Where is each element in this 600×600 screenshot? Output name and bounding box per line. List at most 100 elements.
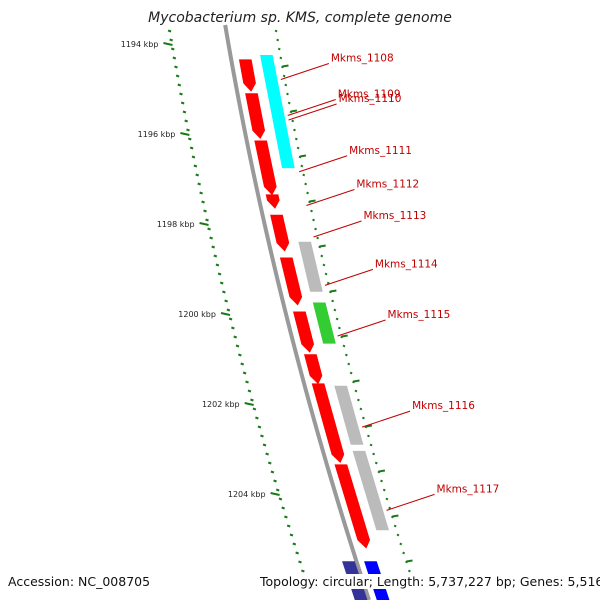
gene-label: Mkms_1108 [331, 53, 394, 65]
minor-tick [231, 326, 235, 330]
minor-tick [388, 506, 392, 510]
minor-tick [262, 443, 267, 447]
minor-tick [172, 56, 177, 60]
minor-tick [282, 74, 286, 78]
minor-tick [385, 497, 389, 501]
minor-tick [407, 569, 411, 573]
right-tick [378, 469, 386, 473]
gene-feature-red[interactable] [304, 354, 323, 385]
minor-tick [286, 92, 289, 96]
minor-tick [197, 182, 201, 186]
minor-tick [349, 371, 353, 375]
minor-tick [347, 362, 351, 366]
gene-feature-red[interactable] [265, 194, 280, 209]
minor-tick [322, 263, 326, 267]
minor-tick [293, 128, 296, 132]
minor-tick [169, 38, 173, 42]
minor-tick [222, 290, 226, 294]
gene-feature-gray[interactable] [334, 385, 364, 445]
minor-tick [374, 461, 378, 465]
right-tick [330, 289, 337, 293]
minor-tick [260, 434, 264, 438]
gene-feature-red[interactable] [245, 93, 266, 140]
label-leader [298, 155, 348, 173]
genome-title: Mycobacterium sp. KMS, complete genome [148, 10, 452, 26]
scale-label: 1194 kbp [121, 40, 159, 49]
gene-feature-gray[interactable] [298, 241, 323, 292]
minor-tick [295, 551, 299, 555]
right-tick [299, 154, 307, 158]
minor-tick [273, 479, 277, 483]
gene-label: Mkms_1117 [437, 483, 500, 495]
scale-label: 1204 kbp [228, 490, 266, 499]
minor-tick [333, 308, 337, 312]
minor-tick [279, 56, 283, 60]
minor-tick [201, 200, 205, 204]
label-leader [337, 319, 386, 337]
minor-tick [187, 137, 192, 141]
label-leader [313, 220, 362, 238]
gene-feature-red[interactable] [293, 311, 315, 353]
minor-tick [265, 452, 269, 456]
label-leader [280, 63, 330, 80]
label-leader [324, 268, 374, 286]
minor-tick [402, 551, 406, 555]
gene-feature-red[interactable] [311, 383, 345, 464]
gene-label: Mkms_1111 [349, 145, 412, 157]
minor-tick [270, 470, 275, 474]
minor-tick [331, 299, 335, 303]
gene-label: Mkms_1114 [375, 258, 438, 270]
minor-tick [277, 47, 281, 51]
gene-feature-red[interactable] [254, 140, 277, 196]
minor-tick [224, 299, 228, 303]
minor-tick [316, 236, 320, 240]
backbone-line [223, 24, 371, 600]
gene-feature-cyan[interactable] [260, 54, 295, 169]
minor-tick [240, 362, 245, 366]
minor-tick [294, 137, 298, 141]
minor-tick [170, 47, 175, 51]
minor-tick [324, 272, 328, 276]
scale-label: 1198 kbp [157, 220, 195, 229]
gene-feature-red[interactable] [279, 257, 303, 306]
gene-feature-red[interactable] [270, 214, 290, 252]
minor-tick [393, 524, 397, 528]
gene-label: Mkms_1116 [412, 400, 475, 412]
minor-tick [209, 236, 213, 240]
minor-tick [380, 479, 383, 483]
major-tick [199, 222, 209, 226]
minor-tick [344, 353, 348, 357]
gene-feature-red[interactable] [238, 59, 256, 92]
minor-tick [291, 119, 295, 123]
minor-tick [354, 389, 358, 393]
minor-tick [257, 425, 262, 429]
scale-label: 1196 kbp [138, 130, 176, 139]
gene-feature-green[interactable] [312, 302, 336, 344]
minor-tick [382, 488, 386, 492]
minor-tick [396, 533, 400, 537]
label-leader [386, 493, 435, 511]
minor-tick [233, 335, 238, 339]
minor-tick [284, 515, 288, 519]
minor-tick [174, 65, 178, 69]
minor-tick [184, 119, 189, 123]
minor-tick [167, 29, 172, 33]
gene-feature-gray[interactable] [352, 450, 390, 531]
gene-features [238, 54, 390, 600]
major-tick [180, 132, 190, 136]
minor-tick [314, 227, 318, 231]
right-tick [353, 379, 360, 383]
gene-label: Mkms_1110 [339, 93, 402, 105]
gene-feature-red[interactable] [334, 464, 371, 549]
minor-tick [287, 101, 291, 105]
right-tick [309, 199, 316, 203]
minor-tick [247, 389, 252, 393]
gene-label: Mkms_1112 [356, 179, 419, 191]
minor-tick [175, 74, 180, 78]
minor-tick [310, 209, 313, 213]
gene-label: Mkms_1109 [338, 89, 401, 101]
minor-tick [300, 164, 304, 168]
minor-tick [180, 101, 185, 105]
minor-tick [372, 452, 376, 456]
